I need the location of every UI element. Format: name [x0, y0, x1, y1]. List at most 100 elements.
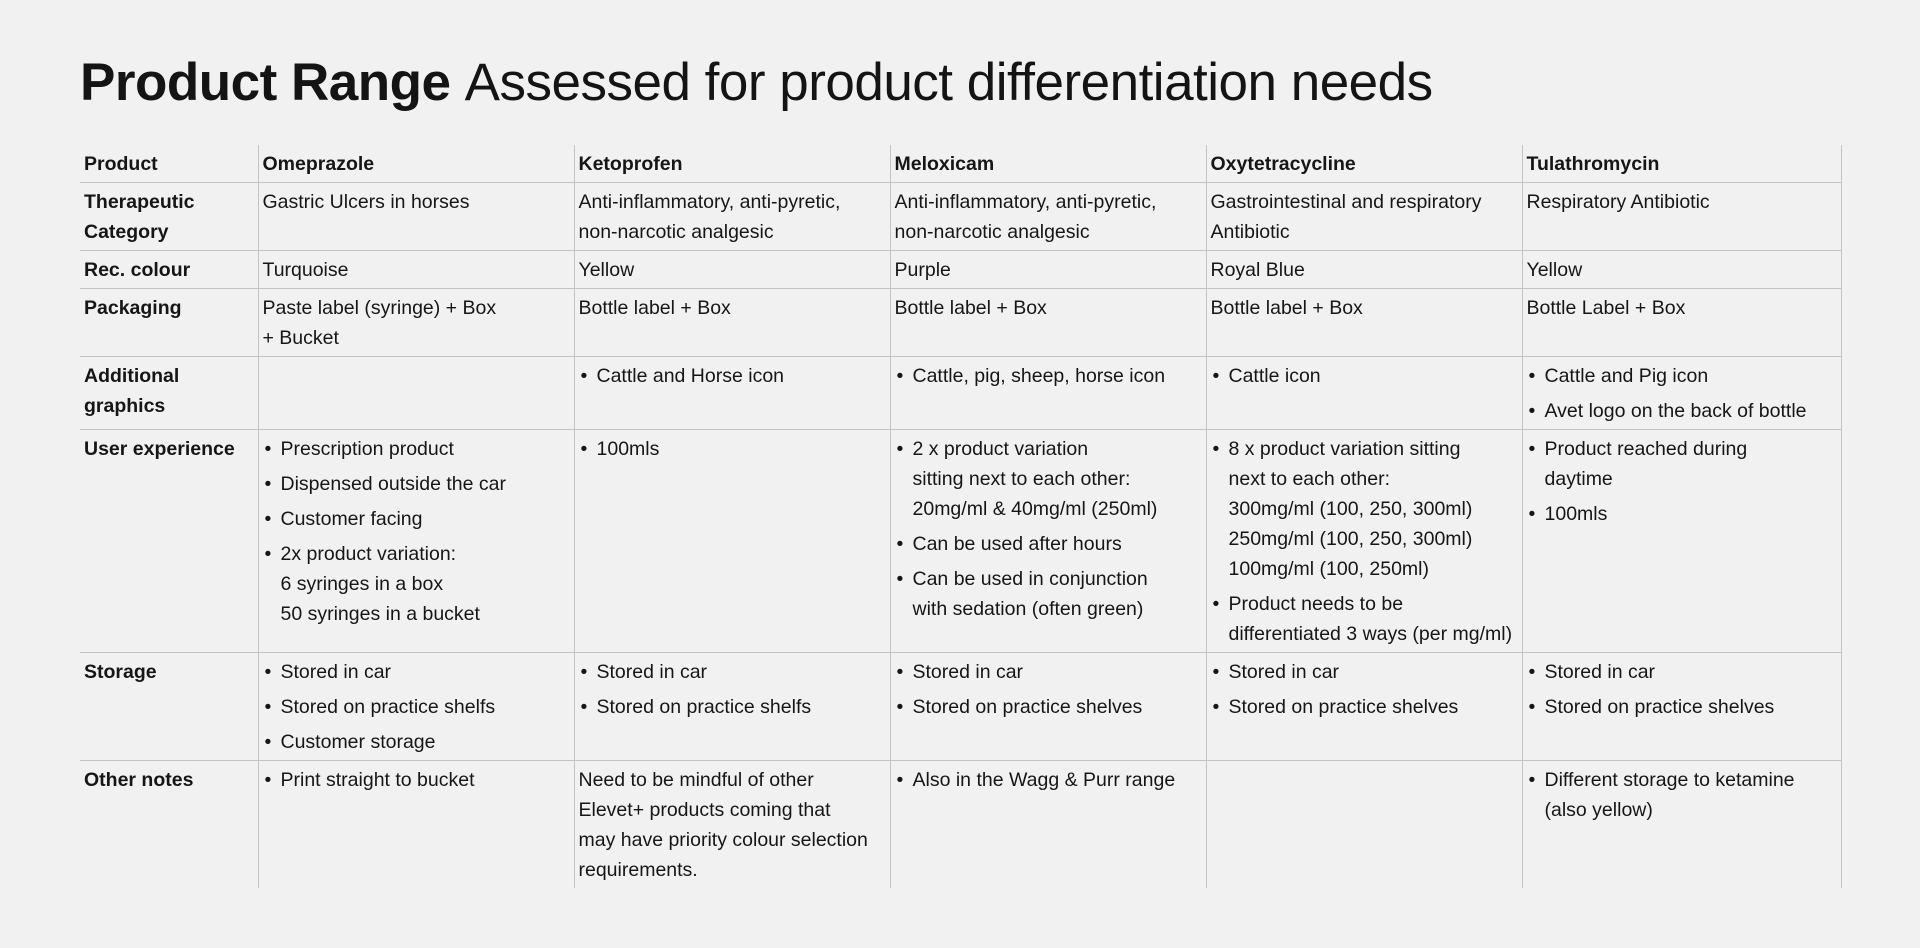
table-cell: Gastric Ulcers in horses [257, 182, 574, 251]
bullet-item: Also in the Wagg & Purr range [895, 765, 1204, 795]
row-label: Packaging [80, 288, 258, 357]
bullet-list: Different storage to ketamine (also yell… [1527, 765, 1839, 825]
table-cell: Bottle label + Box [1205, 288, 1522, 357]
bullet-item: Customer facing [263, 504, 572, 534]
bullet-item: Can be used after hours [895, 529, 1204, 559]
bullet-list: 100mls [579, 434, 888, 464]
header-cell-meloxicam: Meloxicam [889, 145, 1206, 183]
table-cell: Cattle icon [1205, 356, 1522, 430]
table-cell: Different storage to ketamine (also yell… [1521, 760, 1842, 888]
bullet-item: Cattle and Horse icon [579, 361, 888, 391]
row-label: Additional graphics [80, 356, 258, 430]
bullet-item: 2 x product variation sitting next to ea… [895, 434, 1204, 524]
bullet-item: Product reached during daytime [1527, 434, 1839, 494]
title-bold: Product Range [80, 53, 451, 112]
table-row-user-experience: User experiencePrescription product Dispe… [80, 429, 1842, 653]
bullet-item: 8 x product variation sitting next to ea… [1211, 434, 1520, 584]
table-cell: Prescription product Dispensed outside th… [257, 429, 574, 653]
table-cell: Stored in car Stored on practice shelves [889, 652, 1206, 761]
bullet-list: Stored in car Stored on practice shelves [895, 657, 1204, 722]
bullet-item: Stored on practice shelfs [263, 692, 572, 722]
row-label: Rec. colour [80, 250, 258, 289]
bullet-item: Stored in car [1211, 657, 1520, 687]
bullet-item: Cattle, pig, sheep, horse icon [895, 361, 1204, 391]
header-cell-tulathromycin: Tulathromycin [1521, 145, 1842, 183]
table-cell: Yellow [1521, 250, 1842, 289]
header-cell-product: Product [84, 153, 158, 175]
bullet-list: Stored in car Stored on practice shelfs [579, 657, 888, 722]
table-cell: Bottle label + Box [573, 288, 890, 357]
bullet-item: Prescription product [263, 434, 572, 464]
table-cell: 100mls [573, 429, 890, 653]
bullet-list: Print straight to bucket [263, 765, 572, 795]
table-cell: Bottle Label + Box [1521, 288, 1842, 357]
bullet-item: Can be used in conjunction with sedation… [895, 564, 1204, 624]
table-cell: Stored in car Stored on practice shelfs Cu… [257, 652, 574, 761]
table-cell: Turquoise [257, 250, 574, 289]
bullet-item: Print straight to bucket [263, 765, 572, 795]
table-cell: Cattle and Horse icon [573, 356, 890, 430]
bullet-item: Stored in car [1527, 657, 1839, 687]
table-row-additional-graphics: Additional graphics Cattle and Horse icon… [80, 356, 1842, 430]
bullet-item: Dispensed outside the car [263, 469, 572, 499]
bullet-list: Stored in car Stored on practice shelves [1211, 657, 1520, 722]
bullet-list: Stored in car Stored on practice shelves [1527, 657, 1839, 722]
bullet-item: 2x product variation: 6 syringes in a bo… [263, 539, 572, 629]
table-body: Product Omeprazole Ketoprofen Meloxicam … [80, 145, 1842, 888]
row-label: Other notes [80, 760, 258, 888]
table-cell: Print straight to bucket [257, 760, 574, 888]
bullet-item: Stored on practice shelfs [579, 692, 888, 722]
table-cell: Product reached during daytime 100mls [1521, 429, 1842, 653]
bullet-item: 100mls [579, 434, 888, 464]
table-cell: 8 x product variation sitting next to ea… [1205, 429, 1522, 653]
bullet-item: Avet logo on the back of bottle [1527, 396, 1839, 426]
bullet-item: Product needs to be differentiated 3 way… [1211, 589, 1520, 649]
header-cell-omeprazole: Omeprazole [257, 145, 574, 183]
page-title: Product Range Assessed for product diffe… [80, 48, 1433, 118]
bullet-item: Cattle and Pig icon [1527, 361, 1839, 391]
table-cell: Purple [889, 250, 1206, 289]
table-header-row: Product Omeprazole Ketoprofen Meloxicam … [80, 145, 1842, 183]
table-cell: Cattle, pig, sheep, horse icon [889, 356, 1206, 430]
table-cell [1205, 760, 1522, 888]
table-cell: Anti-inflammatory, anti-pyretic, non-nar… [889, 182, 1206, 251]
table-row-other-notes: Other notesPrint straight to bucketNeed … [80, 760, 1842, 888]
bullet-list: 2 x product variation sitting next to ea… [895, 434, 1204, 624]
header-cell-oxytetracycline: Oxytetracycline [1205, 145, 1522, 183]
bullet-list: Cattle and Pig icon Avet logo on the back… [1527, 361, 1839, 426]
table-cell: Stored in car Stored on practice shelfs [573, 652, 890, 761]
table-cell: Yellow [573, 250, 890, 289]
table-cell: Respiratory Antibiotic [1521, 182, 1842, 251]
table-cell: Paste label (syringe) + Box + Bucket [257, 288, 574, 357]
table-cell: Cattle and Pig icon Avet logo on the back… [1521, 356, 1842, 430]
product-range-table: Product Omeprazole Ketoprofen Meloxicam … [80, 145, 1842, 888]
table-cell: Royal Blue [1205, 250, 1522, 289]
table-row-therapeutic-category: Therapeutic Category Gastric Ulcers in ho… [80, 182, 1842, 251]
table-row-rec-colour: Rec. colour Turquoise Yellow Purple Royal Bl… [80, 250, 1842, 289]
table-cell: Anti-inflammatory, anti-pyretic, non-nar… [573, 182, 890, 251]
table-row-storage: StorageStored in carStored on practice s… [80, 652, 1842, 761]
bullet-list: Cattle, pig, sheep, horse icon [895, 361, 1204, 391]
bullet-item: Cattle icon [1211, 361, 1520, 391]
table-cell [257, 356, 574, 430]
header-cell-ketoprofen: Ketoprofen [573, 145, 890, 183]
bullet-item: Stored on practice shelves [1527, 692, 1839, 722]
bullet-list: Product reached during daytime 100mls [1527, 434, 1839, 529]
bullet-list: Stored in car Stored on practice shelfs Cu… [263, 657, 572, 757]
bullet-item: Different storage to ketamine (also yell… [1527, 765, 1839, 825]
bullet-item: Stored on practice shelves [1211, 692, 1520, 722]
table-cell: Also in the Wagg & Purr range [889, 760, 1206, 888]
bullet-list: Also in the Wagg & Purr range [895, 765, 1204, 795]
bullet-item: Stored on practice shelves [895, 692, 1204, 722]
table-row-packaging: Packaging Paste label (syringe) + Box + B… [80, 288, 1842, 357]
bullet-item: Stored in car [895, 657, 1204, 687]
row-label: User experience [80, 429, 258, 653]
row-label: Storage [80, 652, 258, 761]
title-subtitle: Assessed for product differentiation nee… [464, 53, 1433, 112]
bullet-list: 8 x product variation sitting next to ea… [1211, 434, 1520, 649]
bullet-item: Stored in car [579, 657, 888, 687]
bullet-item: Stored in car [263, 657, 572, 687]
bullet-list: Prescription product Dispensed outside th… [263, 434, 572, 629]
table-cell: Gastrointestinal and respiratory Antibio… [1205, 182, 1522, 251]
